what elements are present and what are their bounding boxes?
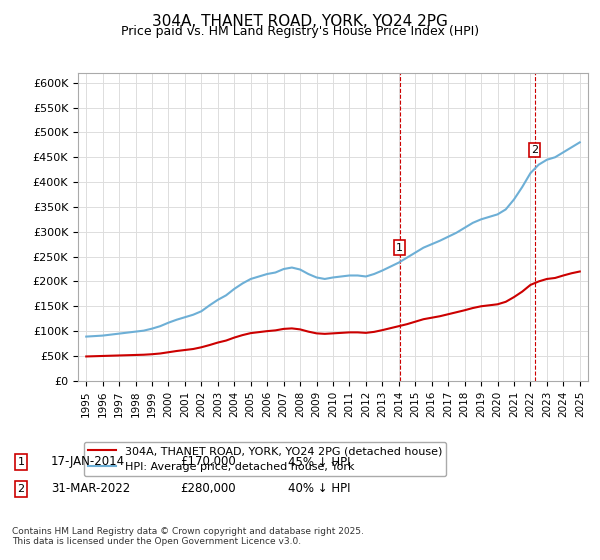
Text: 17-JAN-2014: 17-JAN-2014 bbox=[51, 455, 125, 469]
Text: 2: 2 bbox=[531, 145, 538, 155]
Text: Contains HM Land Registry data © Crown copyright and database right 2025.
This d: Contains HM Land Registry data © Crown c… bbox=[12, 526, 364, 546]
Text: £170,000: £170,000 bbox=[180, 455, 236, 469]
Text: 31-MAR-2022: 31-MAR-2022 bbox=[51, 482, 130, 496]
Text: Price paid vs. HM Land Registry's House Price Index (HPI): Price paid vs. HM Land Registry's House … bbox=[121, 25, 479, 38]
Text: £280,000: £280,000 bbox=[180, 482, 236, 496]
Text: 1: 1 bbox=[396, 242, 403, 253]
Text: 40% ↓ HPI: 40% ↓ HPI bbox=[288, 482, 350, 496]
Legend: 304A, THANET ROAD, YORK, YO24 2PG (detached house), HPI: Average price, detached: 304A, THANET ROAD, YORK, YO24 2PG (detac… bbox=[83, 442, 446, 476]
Text: 2: 2 bbox=[17, 484, 25, 494]
Text: 1: 1 bbox=[17, 457, 25, 467]
Text: 304A, THANET ROAD, YORK, YO24 2PG: 304A, THANET ROAD, YORK, YO24 2PG bbox=[152, 14, 448, 29]
Text: 45% ↓ HPI: 45% ↓ HPI bbox=[288, 455, 350, 469]
